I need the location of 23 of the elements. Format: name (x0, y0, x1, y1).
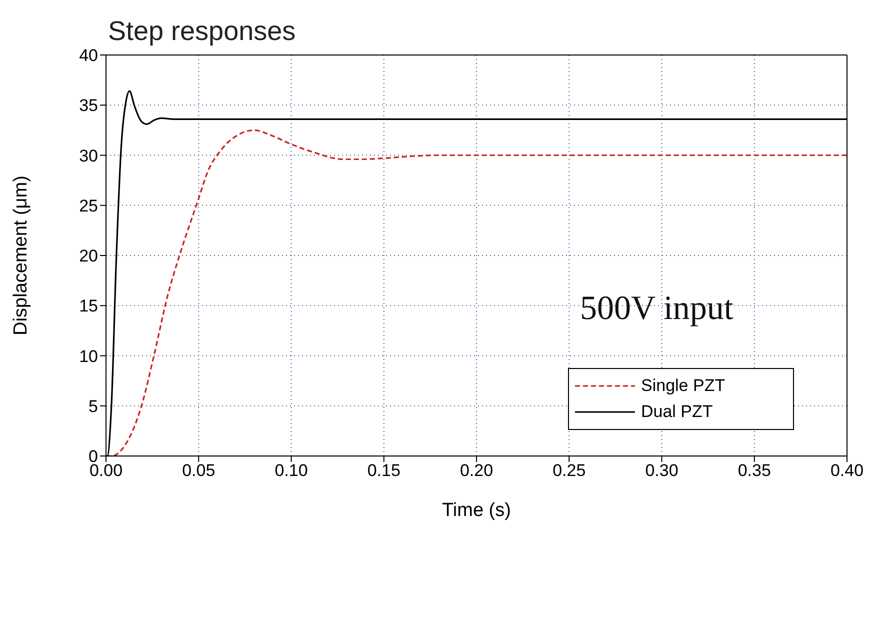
legend-label: Dual PZT (641, 402, 713, 422)
legend-label: Single PZT (641, 376, 726, 396)
y-tick-label: 10 (79, 346, 98, 366)
x-tick-label: 0.35 (738, 461, 771, 480)
y-tick-label: 5 (88, 396, 98, 416)
chart-title: Step responses (108, 16, 296, 47)
x-tick-label: 0.30 (645, 461, 678, 480)
x-tick-label: 0.20 (460, 461, 494, 480)
y-tick-label: 35 (79, 96, 98, 116)
x-tick-label: 0.05 (182, 461, 216, 480)
y-axis-title: Displacement (μm) (10, 176, 32, 336)
y-tick-label: 25 (79, 196, 98, 216)
x-axis-title: Time (s) (442, 500, 511, 521)
y-tick-label: 15 (79, 296, 98, 316)
y-tick-label: 40 (79, 46, 98, 66)
y-tick-label: 30 (79, 146, 98, 166)
x-tick-label: 0.25 (552, 461, 586, 480)
x-tick-label: 0.10 (274, 461, 308, 480)
x-tick-label: 0.40 (830, 461, 864, 480)
annotation: 500V input (580, 290, 734, 328)
x-tick-label: 0.00 (89, 461, 123, 480)
x-tick-label: 0.15 (367, 461, 400, 480)
y-tick-label: 20 (79, 246, 98, 266)
